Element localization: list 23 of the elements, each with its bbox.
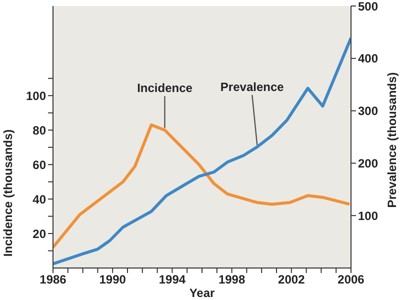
y-axis-title: Incidence (thousands): [1, 129, 15, 257]
series-label: Prevalence: [220, 80, 284, 94]
x-tick-label: 1998: [218, 272, 246, 287]
y2-axis-title: Prevalence (thousands): [385, 72, 399, 208]
y2-tick-label: 500: [358, 0, 378, 14]
y-tick-label: 80: [32, 123, 46, 138]
y2-tick-label: 200: [358, 156, 378, 170]
y-tick-label: 100: [26, 88, 46, 103]
x-tick-label: 1990: [99, 272, 126, 287]
y-tick-label: 20: [32, 226, 46, 241]
x-tick-label: 2002: [278, 272, 306, 287]
text: Incidence: [137, 81, 193, 96]
y2-tick-label: 300: [358, 104, 378, 118]
line-series: [53, 36, 351, 266]
y-tick-label: 40: [32, 192, 46, 206]
y-tick-label: 60: [32, 158, 46, 172]
x-tick-label: 2006: [338, 272, 365, 287]
x-tick-label: 1986: [40, 272, 67, 287]
x-axis-title: Year: [189, 286, 216, 300]
y2-tick-label: 100: [358, 208, 378, 223]
y2-tick-label: 400: [358, 52, 378, 66]
x-tick-label: 1994: [158, 272, 186, 287]
line-series: [53, 123, 351, 249]
